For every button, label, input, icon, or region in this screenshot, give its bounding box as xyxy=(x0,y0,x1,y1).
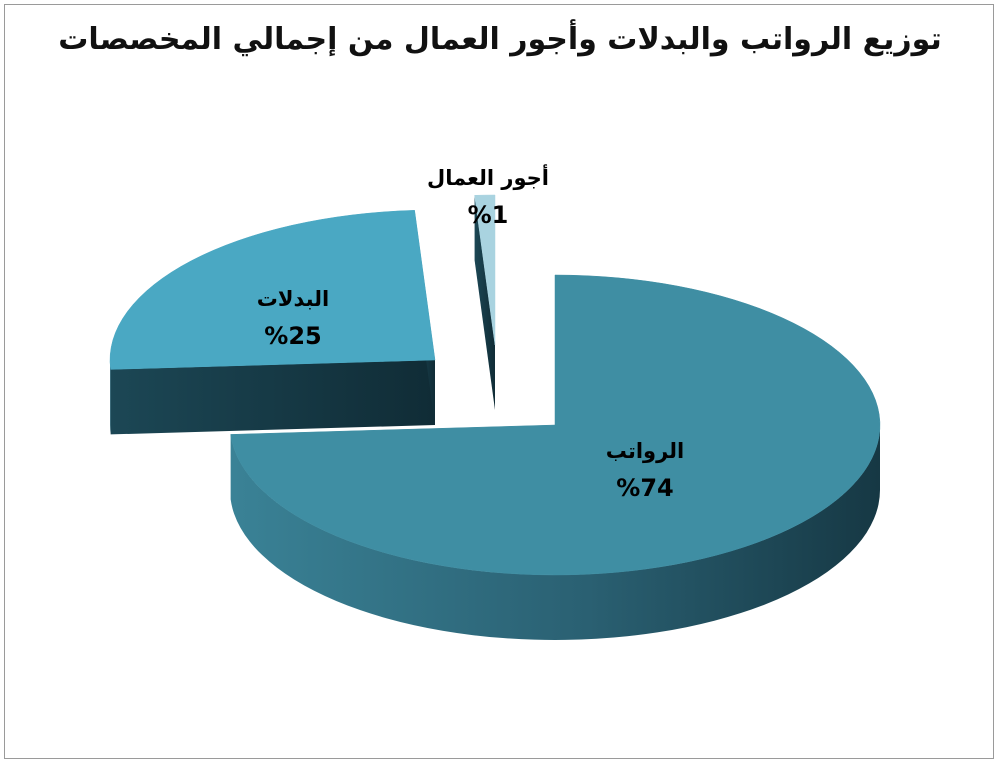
pie-slice-3 xyxy=(474,194,496,410)
pie-slice-2 xyxy=(109,210,436,435)
slice-value-label: %74 xyxy=(616,474,673,502)
pie-slice-wall xyxy=(110,360,436,435)
chart-title: توزيع الرواتب والبدلات وأجور العمال من إ… xyxy=(58,22,942,57)
slice-label: أجور العمال xyxy=(427,163,549,190)
pie-slice-1 xyxy=(230,274,881,641)
slice-value-label: %25 xyxy=(264,322,321,350)
pie-slice-side xyxy=(230,425,881,641)
slice-label: البدلات xyxy=(257,287,330,311)
slice-value-label: %1 xyxy=(468,201,509,229)
pie-slice-top xyxy=(109,210,436,370)
pie-slice-top xyxy=(474,194,496,346)
slice-label: الرواتب xyxy=(606,439,685,463)
pie-slice-side xyxy=(110,360,111,435)
pie-slice-top xyxy=(230,274,881,576)
pie-slice-wall xyxy=(474,195,495,410)
